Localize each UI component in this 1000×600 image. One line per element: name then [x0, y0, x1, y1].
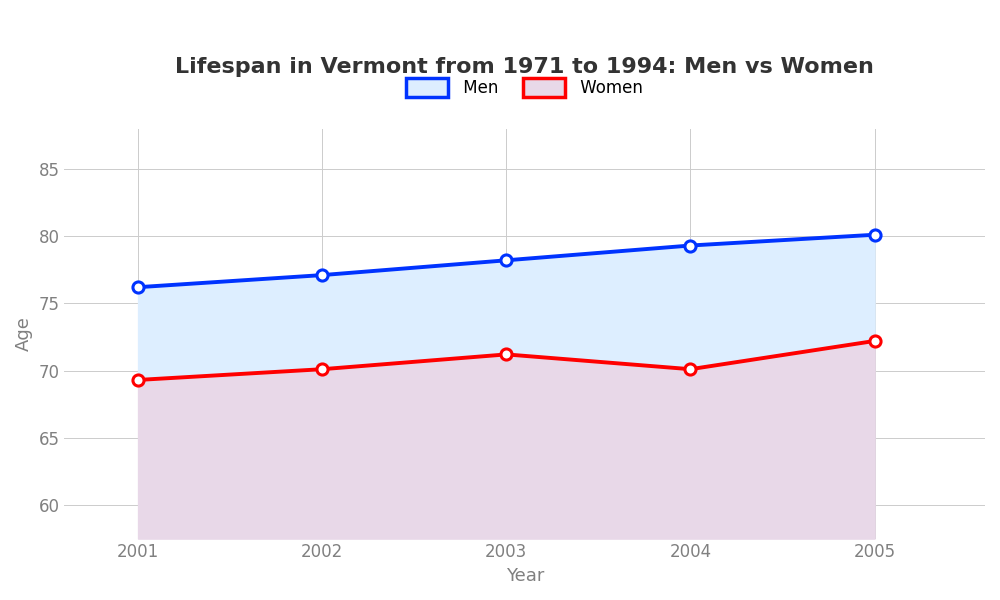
Legend:  Men,  Women: Men, Women — [400, 72, 650, 104]
X-axis label: Year: Year — [506, 567, 544, 585]
Title: Lifespan in Vermont from 1971 to 1994: Men vs Women: Lifespan in Vermont from 1971 to 1994: M… — [175, 57, 874, 77]
Y-axis label: Age: Age — [15, 316, 33, 351]
